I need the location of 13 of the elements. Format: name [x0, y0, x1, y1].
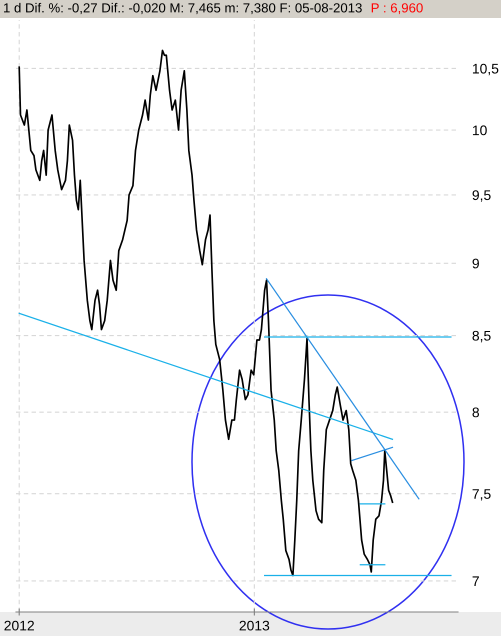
y-tick-label: 10	[472, 125, 487, 136]
y-tick-label: 7,5	[472, 489, 491, 501]
line-series	[18, 50, 394, 576]
text: P : 6,960	[372, 3, 423, 14]
x-tick-label: 2013	[240, 620, 270, 631]
y-tick-label: 8	[472, 407, 480, 418]
y-tick-label: 8,5	[472, 330, 491, 342]
x-tick-label: 2012	[4, 620, 34, 631]
y-tick-label: 7	[472, 576, 479, 586]
y-tick-label: 9,5	[472, 190, 491, 202]
chart-title: 1 d Dif. %: -0,27 Dif.: -0,020 M: 7,465 m: 7,380 F: 05-08-2013	[4, 2, 362, 14]
y-tick-label: 9	[472, 258, 479, 268]
y-tick-label: 10,5	[472, 64, 498, 76]
